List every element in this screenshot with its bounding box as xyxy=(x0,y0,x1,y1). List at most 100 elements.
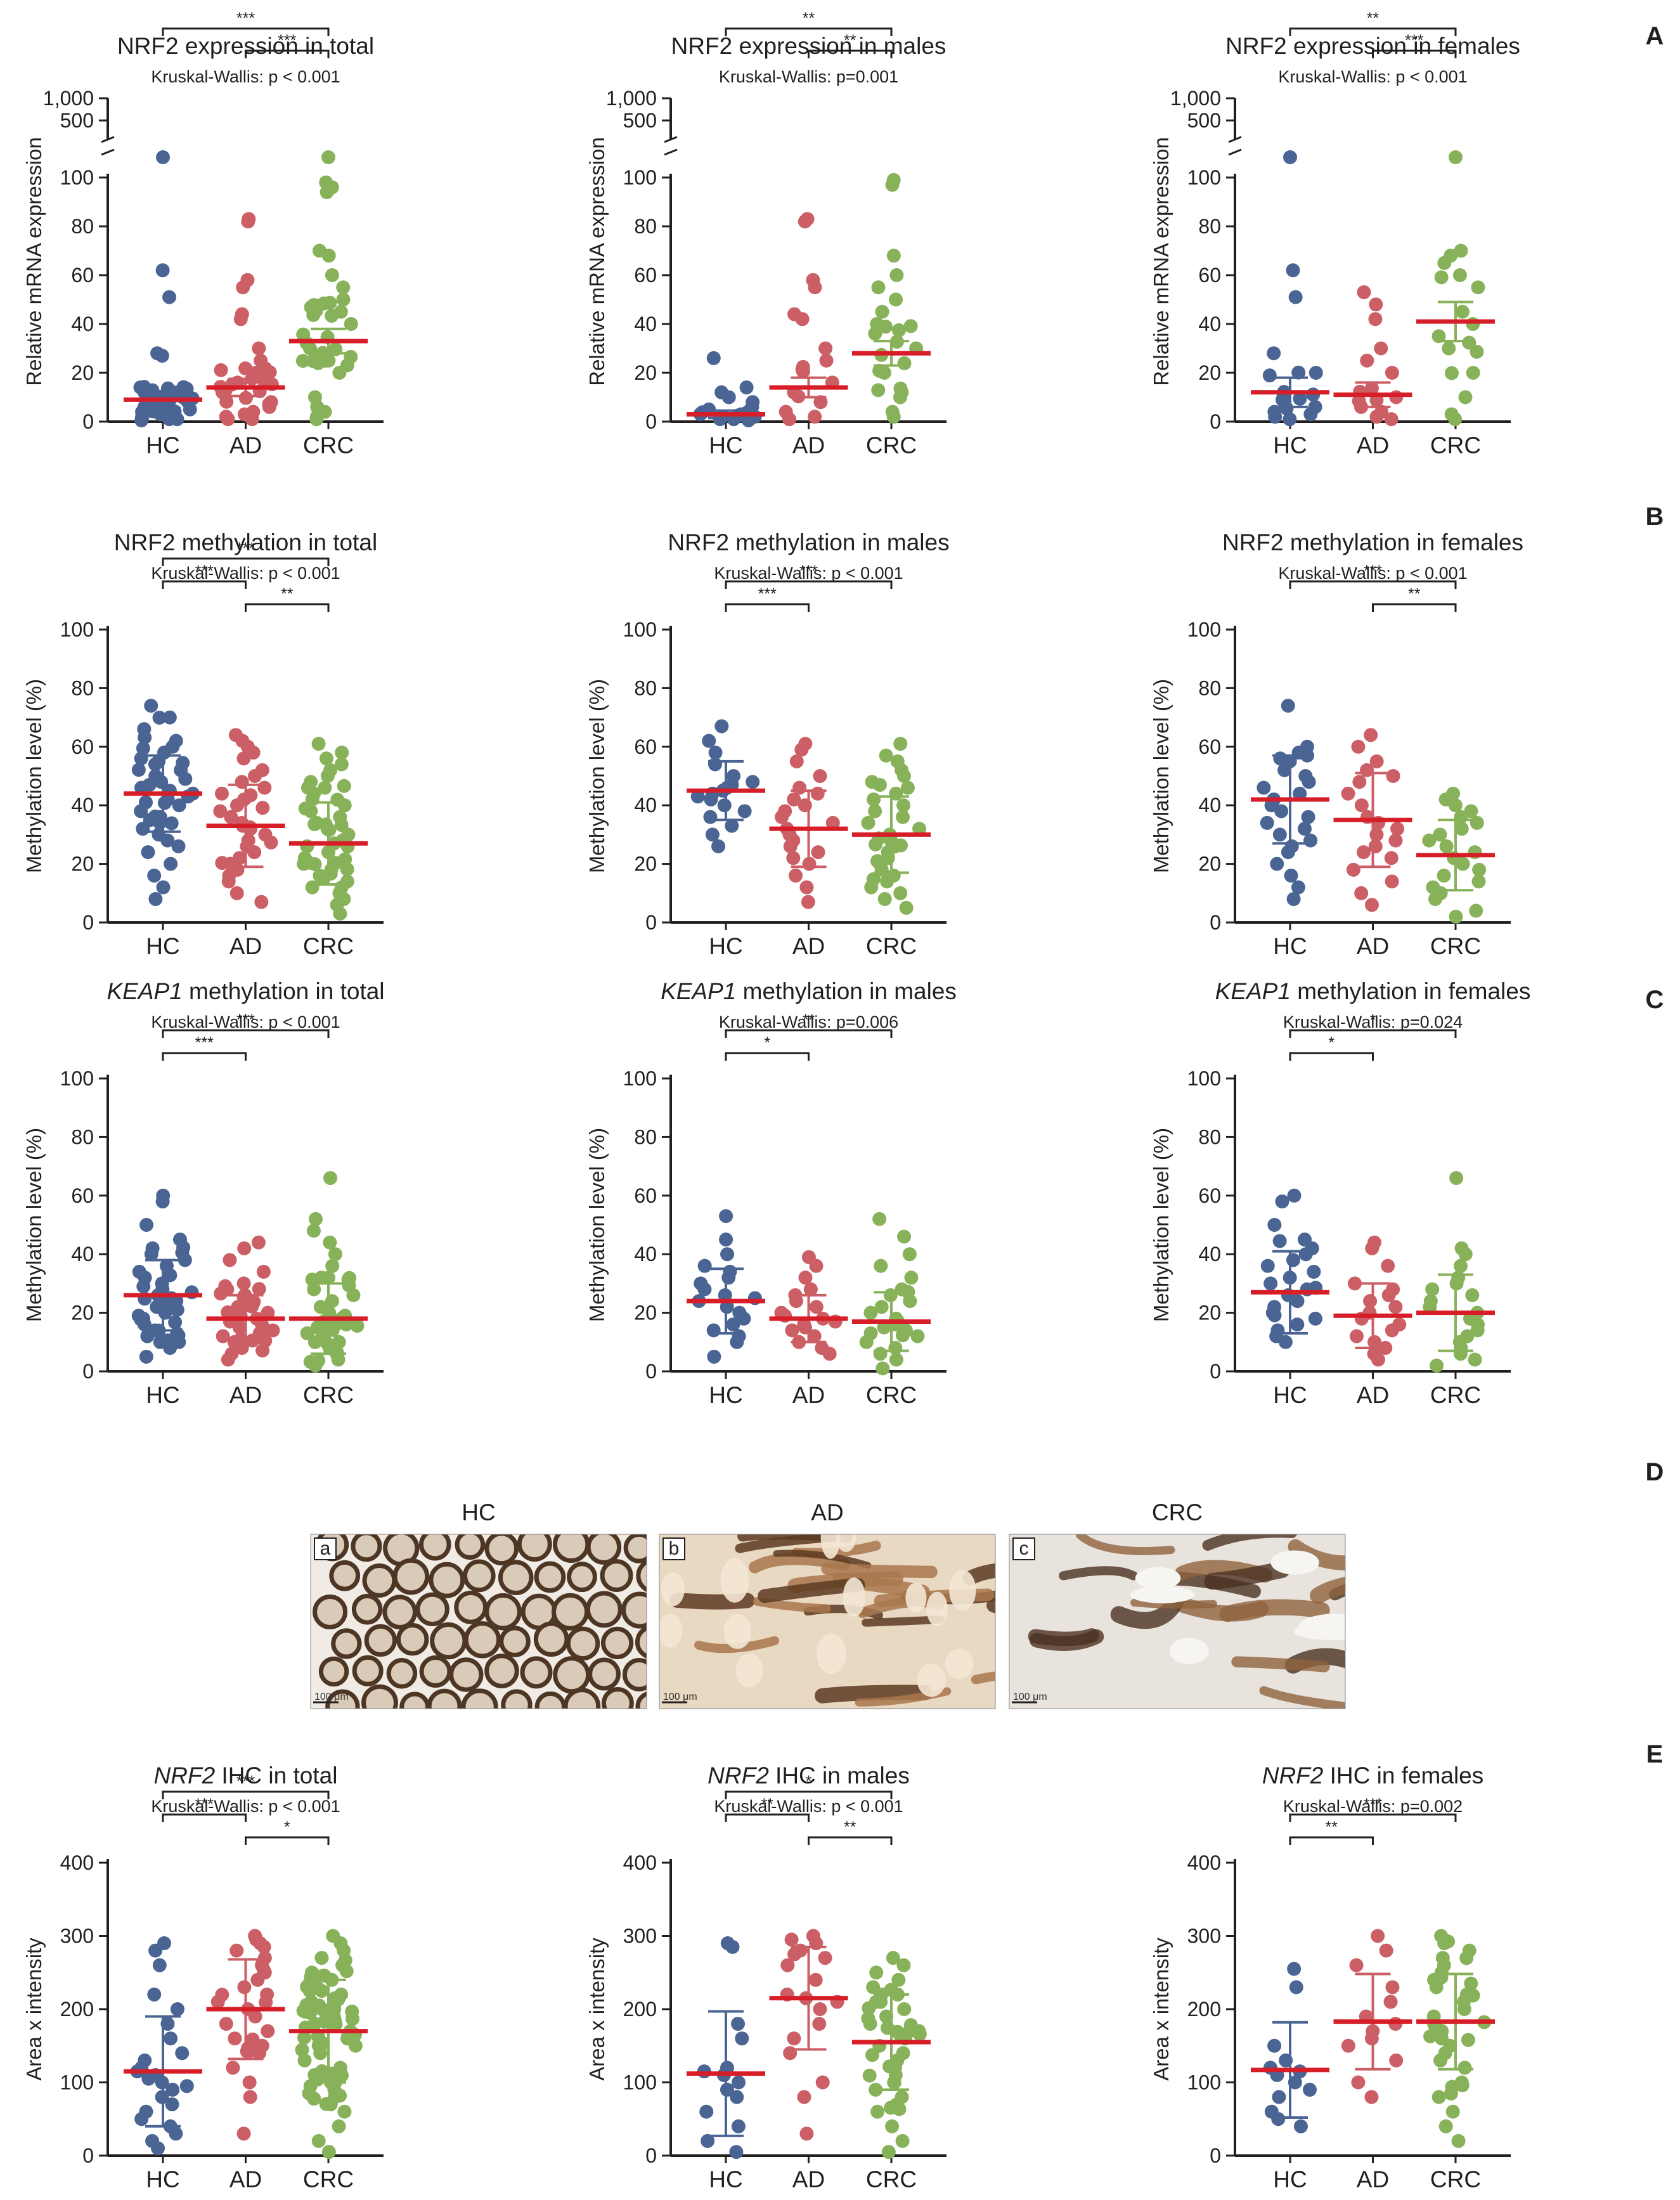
panel-badge-label: b xyxy=(669,1538,680,1559)
y-tick-label: 400 xyxy=(60,1851,94,1874)
crypt xyxy=(313,1594,348,1629)
data-point xyxy=(1384,851,1399,865)
y-axis-label: Methylation level (%) xyxy=(1149,679,1173,873)
data-point xyxy=(141,845,155,860)
data-point xyxy=(148,809,162,824)
x-category-label: CRC xyxy=(303,933,354,959)
data-point xyxy=(131,763,146,777)
crypt xyxy=(364,1624,397,1657)
panel-badge-label: c xyxy=(1019,1538,1029,1559)
data-point xyxy=(328,2017,343,2031)
data-point xyxy=(1449,909,1463,924)
lumen xyxy=(843,1577,865,1617)
lumen xyxy=(1298,1614,1345,1640)
crypt xyxy=(622,1658,647,1692)
data-point xyxy=(737,804,752,819)
data-point xyxy=(794,742,809,757)
crypt xyxy=(392,1558,430,1595)
y-tick-label: 500 xyxy=(60,109,94,132)
gland-structure xyxy=(821,1562,938,1579)
crypt xyxy=(382,1595,418,1629)
data-point xyxy=(895,1328,910,1343)
data-point xyxy=(1364,2090,1379,2104)
data-point xyxy=(236,280,250,295)
data-point xyxy=(896,810,910,824)
y-tick-label: 40 xyxy=(71,794,94,817)
chart-title-text: methylation in females xyxy=(1291,978,1530,1004)
data-point xyxy=(1423,2029,1438,2043)
data-point xyxy=(1468,1352,1482,1367)
y-tick-label: 0 xyxy=(645,911,657,934)
chart-C-1: 0 20 40 60 80 100 HC AD CRC Methylation level (%)… xyxy=(22,978,385,1408)
data-point xyxy=(1451,2133,1466,2148)
data-point xyxy=(1385,1323,1399,1338)
data-point xyxy=(332,2119,346,2133)
y-tick-label: 60 xyxy=(71,1184,94,1207)
data-point xyxy=(1381,1259,1395,1273)
x-category-label: AD xyxy=(1357,1382,1389,1408)
data-point xyxy=(1470,815,1484,830)
data-point xyxy=(1384,412,1399,427)
data-point xyxy=(295,354,310,368)
data-point xyxy=(213,804,228,819)
data-point xyxy=(1278,1335,1293,1349)
data-point xyxy=(1469,903,1483,918)
data-point xyxy=(1466,317,1480,331)
data-point xyxy=(871,280,886,295)
data-point xyxy=(339,1964,354,1979)
chart-subtitle: Kruskal-Wallis: p < 0.001 xyxy=(1278,67,1467,86)
crypt xyxy=(429,1562,465,1598)
data-point xyxy=(896,1958,911,1972)
micrograph-frame xyxy=(310,1534,647,1709)
significance-bracket xyxy=(162,557,330,566)
data-point xyxy=(1303,833,1318,848)
lumen xyxy=(723,1614,752,1649)
data-point xyxy=(813,769,827,783)
crypt xyxy=(621,1591,647,1629)
data-point xyxy=(891,1972,906,1987)
data-point xyxy=(730,1335,744,1349)
data-point xyxy=(318,780,332,795)
y-tick-label: 20 xyxy=(71,1302,94,1324)
data-point xyxy=(164,816,179,831)
data-point xyxy=(262,365,277,380)
significance-label: ** xyxy=(281,585,294,603)
data-point xyxy=(176,756,190,770)
y-tick-label: 400 xyxy=(1187,1851,1221,1874)
crypt xyxy=(517,1534,552,1562)
data-point xyxy=(336,280,351,295)
y-tick-label: 20 xyxy=(1198,1302,1221,1324)
data-point xyxy=(237,1980,252,1995)
y-tick-label: 80 xyxy=(634,1125,657,1148)
crypt xyxy=(586,1534,622,1565)
significance-bracket xyxy=(1289,27,1457,36)
data-point xyxy=(252,1282,266,1297)
y-axis-label: Relative mRNA expression xyxy=(1149,137,1173,386)
data-point xyxy=(870,2104,885,2119)
data-point xyxy=(311,737,326,751)
data-point xyxy=(896,798,911,813)
data-point xyxy=(1433,827,1447,842)
data-point xyxy=(1454,822,1469,836)
data-point xyxy=(138,730,152,745)
data-point xyxy=(787,1947,802,1962)
lumen xyxy=(945,1648,974,1679)
tumor-structure xyxy=(1204,1561,1290,1590)
y-tick-label: 100 xyxy=(60,166,94,189)
y-tick-label: 200 xyxy=(60,1998,94,2021)
crypt xyxy=(534,1691,567,1709)
data-point xyxy=(775,810,789,824)
y-tick-label: 200 xyxy=(623,1998,657,2021)
data-point xyxy=(1268,410,1283,424)
data-point xyxy=(822,1347,837,1361)
data-point xyxy=(699,2104,714,2119)
significance-bracket xyxy=(162,1052,247,1061)
data-point xyxy=(1369,754,1384,768)
data-point xyxy=(787,2031,801,2046)
data-point xyxy=(897,2002,912,2016)
data-point xyxy=(1346,862,1360,877)
data-point xyxy=(1263,1276,1278,1291)
crypt xyxy=(553,1656,591,1694)
axis-break-mark xyxy=(664,148,678,156)
data-point xyxy=(859,1335,874,1349)
